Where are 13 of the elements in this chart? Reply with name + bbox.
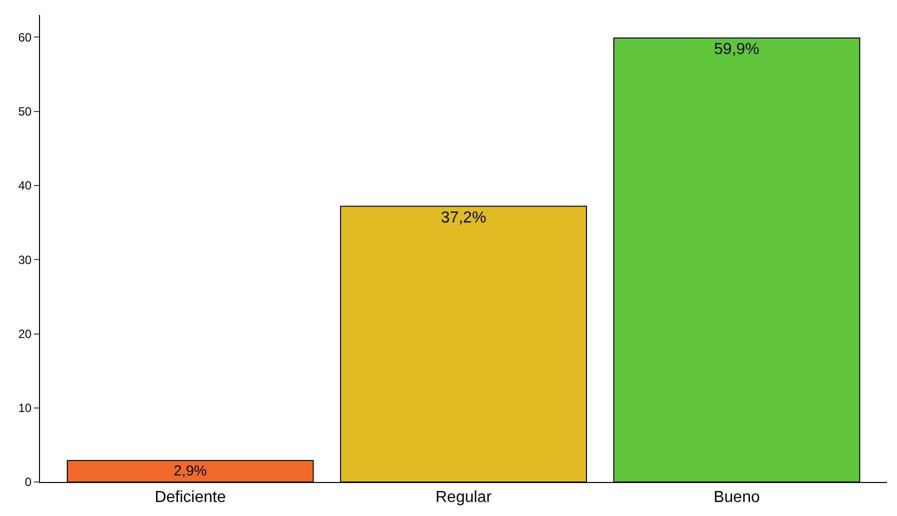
x-tick-label: Bueno <box>714 489 760 506</box>
y-tick-label: 30 <box>18 252 32 267</box>
data-label: 2,9% <box>174 463 207 480</box>
y-tick-label: 40 <box>18 178 32 193</box>
y-tick-label: 60 <box>18 30 32 44</box>
y-tick-label: 10 <box>18 401 32 416</box>
x-tick-label: Regular <box>435 489 492 506</box>
y-tick-label: 20 <box>18 326 32 341</box>
y-tick-label: 0 <box>24 475 32 490</box>
data-label: 37,2% <box>440 209 486 226</box>
y-tick-label: 50 <box>18 104 32 119</box>
x-tick-label: Deficiente <box>154 489 226 506</box>
data-label: 59,9% <box>714 40 760 58</box>
